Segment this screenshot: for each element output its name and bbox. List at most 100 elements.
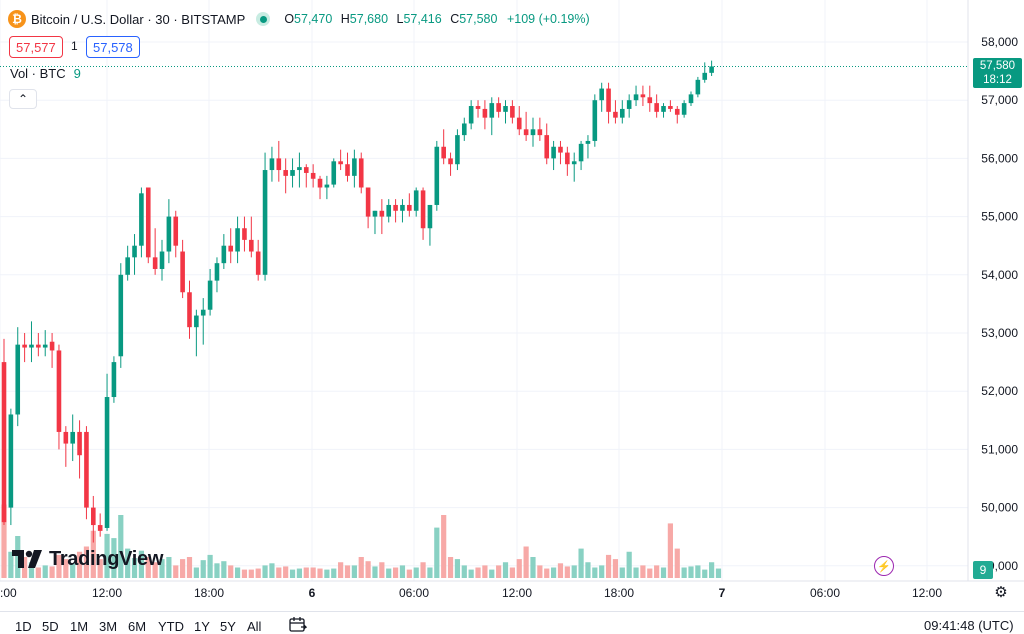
calendar-icon[interactable] xyxy=(289,616,307,632)
high-value: 57,680 xyxy=(349,12,389,26)
range-1m-button[interactable]: 1M xyxy=(70,619,89,634)
candle-body xyxy=(255,251,261,275)
candle-body xyxy=(338,161,343,165)
volume-bar xyxy=(152,562,158,578)
range-5d-button[interactable]: 5D xyxy=(42,619,59,634)
spread-value: 1 xyxy=(71,39,78,53)
candle-body xyxy=(461,123,467,136)
x-tick-label: 6 xyxy=(309,586,316,600)
candle-body xyxy=(269,158,275,171)
candle-body xyxy=(317,178,323,188)
volume-bar xyxy=(200,560,206,578)
volume-bar xyxy=(35,567,41,578)
volume-bar xyxy=(427,567,433,578)
volume-bar xyxy=(454,559,461,578)
volume-bar xyxy=(70,563,76,578)
utc-clock[interactable]: 09:41:48 (UTC) xyxy=(924,618,1014,633)
volume-bar xyxy=(63,559,69,578)
live-status-icon xyxy=(256,12,271,26)
flash-icon[interactable]: ⚡ xyxy=(874,556,894,576)
volume-bar xyxy=(372,566,378,578)
symbol-legend[interactable]: ₿ Bitcoin / U.S. Dollar · 30 · BITSTAMP … xyxy=(8,9,590,29)
candle-body xyxy=(111,362,117,398)
candle-body xyxy=(324,184,330,188)
volume-bar xyxy=(578,548,584,578)
volume-bar xyxy=(434,527,440,578)
volume-bar xyxy=(296,568,303,578)
candle-body xyxy=(290,170,295,176)
volume-bar xyxy=(695,565,701,578)
time-axis[interactable]: :00 12:00 18:00 6 06:00 12:00 18:00 7 06:00 12:00 xyxy=(0,580,1024,600)
candle-body xyxy=(207,280,213,310)
candle-body xyxy=(674,108,680,115)
volume-bar xyxy=(324,569,330,578)
candle-body xyxy=(482,108,488,118)
volume-bar xyxy=(83,546,90,578)
volume-bar xyxy=(90,530,96,578)
candle-body xyxy=(345,164,350,176)
y-tick-label: 55,000 xyxy=(981,210,1018,224)
y-tick-label: 54,000 xyxy=(981,268,1018,282)
open-value: 57,470 xyxy=(294,12,333,26)
volume-bar xyxy=(599,565,605,578)
y-tick-label: 52,000 xyxy=(981,384,1018,398)
bar-countdown: 18:12 xyxy=(983,74,1012,87)
volume-bar xyxy=(702,569,708,578)
volume-bar xyxy=(413,567,419,578)
buy-button[interactable]: 57,578 xyxy=(86,36,140,58)
range-6m-button[interactable]: 6M xyxy=(128,619,147,634)
candle-body xyxy=(1,362,7,523)
volume-bar xyxy=(317,568,323,578)
y-tick-label: 57,000 xyxy=(981,93,1018,107)
range-1d-button[interactable]: 1D xyxy=(15,619,32,634)
volume-bar xyxy=(221,561,227,578)
candle-body xyxy=(15,344,21,415)
x-tick-label: 18:00 xyxy=(604,586,634,600)
sell-button[interactable]: 57,577 xyxy=(9,36,63,58)
gear-icon[interactable]: ⚙ xyxy=(994,584,1008,601)
range-1y-button[interactable]: 1Y xyxy=(194,619,210,634)
candle-body xyxy=(125,257,130,275)
candle-body xyxy=(606,88,611,112)
range-3m-button[interactable]: 3M xyxy=(99,619,118,634)
candle-body xyxy=(496,103,501,112)
volume-bar xyxy=(228,565,234,578)
symbol-title[interactable]: Bitcoin / U.S. Dollar · 30 · BITSTAMP xyxy=(31,11,246,27)
volume-bar xyxy=(496,565,502,578)
range-ytd-button[interactable]: YTD xyxy=(158,619,184,634)
candles xyxy=(1,60,714,543)
candle-body xyxy=(358,158,364,188)
candle-body xyxy=(544,135,550,159)
candle-body xyxy=(29,344,34,348)
volume-bar xyxy=(475,567,481,578)
bottom-toolbar: 1D 5D 1M 3M 6M YTD 1Y 5Y All xyxy=(0,611,1024,634)
volume-legend[interactable]: Vol · BTC 9 xyxy=(10,66,81,81)
candle-body xyxy=(647,97,653,104)
candle-body xyxy=(578,143,584,162)
candle-body xyxy=(22,344,27,348)
collapse-legend-button[interactable]: ⌃ xyxy=(9,89,37,109)
y-tick-label: 50,000 xyxy=(981,501,1018,515)
candle-body xyxy=(310,172,316,179)
range-all-button[interactable]: All xyxy=(247,619,262,634)
candle-body xyxy=(400,204,405,211)
candle-body xyxy=(91,507,96,526)
candle-body xyxy=(249,239,254,252)
chart-canvas[interactable]: 58,000 57,000 56,000 55,000 54,000 53,000 52,0… xyxy=(0,0,1024,611)
volume-bar xyxy=(145,557,151,578)
range-5y-button[interactable]: 5Y xyxy=(220,619,236,634)
candle-body xyxy=(468,106,474,124)
candle-body xyxy=(276,158,282,171)
volume-bar xyxy=(592,567,598,578)
candle-body xyxy=(159,251,165,269)
volume-bar xyxy=(344,565,351,578)
volume-bar xyxy=(674,548,680,578)
tradingview-logo[interactable]: TradingView xyxy=(12,546,163,572)
candle-body xyxy=(688,94,694,104)
volume-bar xyxy=(564,566,570,578)
candle-body xyxy=(523,129,529,136)
candle-body xyxy=(372,210,378,217)
candle-body xyxy=(8,414,14,508)
volume-bar xyxy=(468,569,474,578)
